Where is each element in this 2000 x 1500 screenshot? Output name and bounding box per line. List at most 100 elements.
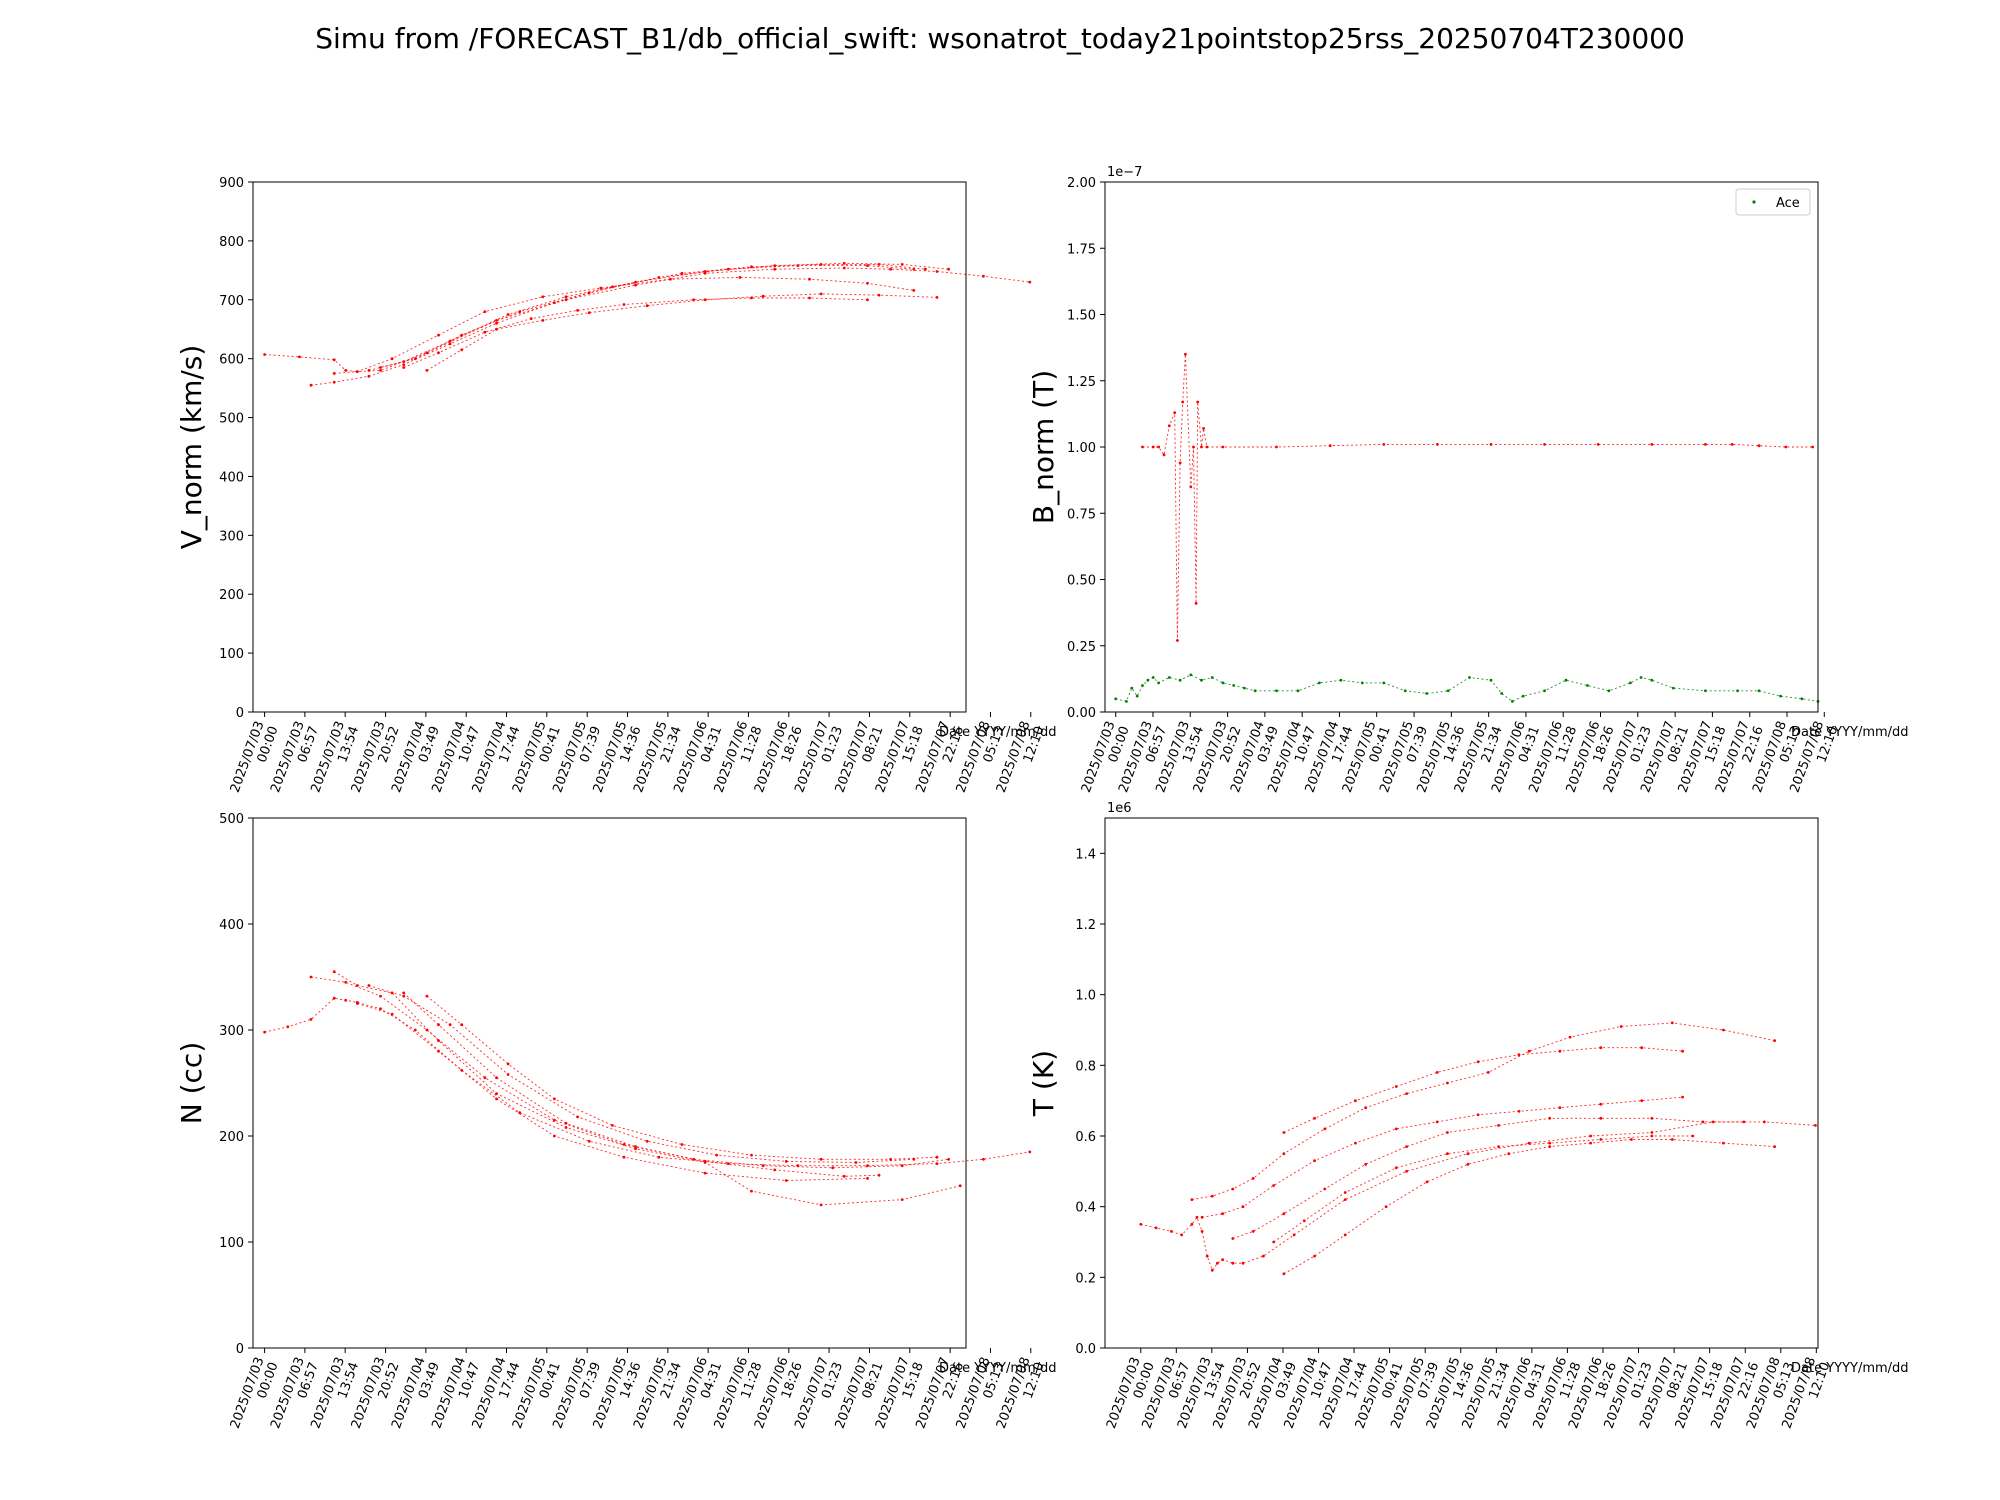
data-point <box>1704 443 1707 446</box>
data-point <box>1181 400 1185 404</box>
data-point <box>1130 686 1134 690</box>
data-point <box>587 1139 591 1143</box>
data-point <box>819 292 823 296</box>
data-point <box>1619 1025 1623 1028</box>
data-point <box>900 1164 904 1168</box>
data-point <box>1670 1021 1674 1025</box>
data-point <box>1548 1145 1552 1148</box>
data-point <box>402 994 406 998</box>
data-point <box>1221 445 1225 449</box>
data-point <box>889 267 892 271</box>
data-point <box>1313 1254 1316 1258</box>
data-point <box>1200 678 1203 682</box>
series-line <box>1273 1135 1693 1243</box>
data-point <box>1701 1120 1705 1124</box>
y-tick-label: 0.25 <box>1067 640 1096 655</box>
data-point <box>1548 1116 1552 1120</box>
data-point <box>1251 1230 1255 1233</box>
data-point <box>1405 1169 1408 1173</box>
data-point <box>553 1097 556 1101</box>
data-point <box>912 267 916 271</box>
chart-panel-bottom-right: 0.00.20.40.60.81.01.21.42025/07/0300:002… <box>1027 801 1909 1431</box>
data-point <box>1599 1138 1603 1141</box>
data-point <box>1313 1116 1316 1120</box>
data-point <box>564 1121 568 1125</box>
data-point <box>1221 1212 1224 1216</box>
data-point <box>935 1155 939 1159</box>
scale-offset-label: 1e−7 <box>1107 165 1142 180</box>
data-point <box>1564 678 1568 682</box>
data-point <box>657 1155 661 1159</box>
data-point <box>622 303 626 306</box>
data-point <box>1141 684 1144 687</box>
series-line <box>1115 674 1819 702</box>
data-point <box>1435 1120 1439 1124</box>
data-point <box>1196 400 1200 404</box>
figure-title: Simu from /FORECAST_B1/db_official_swift… <box>315 22 1685 55</box>
data-point <box>1241 1205 1245 1209</box>
data-point <box>1190 1198 1194 1201</box>
data-point <box>1489 678 1493 682</box>
data-point <box>1736 689 1739 693</box>
data-point <box>483 310 487 313</box>
y-tick-label: 1.75 <box>1067 242 1096 257</box>
data-point <box>518 310 522 313</box>
series-line <box>380 265 914 368</box>
data-point <box>1670 1138 1674 1141</box>
y-tick-label: 400 <box>219 918 244 933</box>
data-point <box>263 1030 266 1034</box>
data-point <box>1200 1230 1204 1233</box>
data-point <box>819 1157 823 1161</box>
y-tick-label: 500 <box>219 412 244 427</box>
data-point <box>1364 1106 1368 1110</box>
data-point <box>750 1189 753 1193</box>
data-point <box>703 270 707 273</box>
data-point <box>379 366 382 369</box>
data-point <box>437 333 440 337</box>
data-point <box>1151 445 1155 449</box>
data-point <box>1282 1152 1286 1156</box>
data-point <box>263 353 266 356</box>
data-point <box>437 1039 440 1042</box>
x-axis-label: Date YYYY/mm/dd <box>1791 1361 1909 1376</box>
data-point <box>1275 445 1278 449</box>
data-point <box>1282 1212 1286 1216</box>
data-point <box>1521 694 1525 698</box>
y-tick-label: 900 <box>219 176 244 191</box>
data-point <box>1507 1152 1511 1156</box>
data-point <box>634 1145 637 1148</box>
data-point <box>1762 1120 1766 1124</box>
series-line <box>1283 1047 1683 1133</box>
data-point <box>1135 694 1139 698</box>
data-point <box>495 1092 498 1095</box>
data-point <box>1405 1145 1408 1148</box>
legend: Ace <box>1735 188 1811 216</box>
data-point <box>819 1203 823 1207</box>
data-point <box>1497 1145 1500 1148</box>
data-point <box>529 317 533 320</box>
data-point <box>564 295 568 299</box>
data-point <box>1339 678 1343 682</box>
data-point <box>355 984 359 987</box>
series-line <box>403 297 868 368</box>
data-point <box>1599 1102 1603 1106</box>
data-point <box>1343 1191 1347 1194</box>
data-point <box>982 274 985 278</box>
data-point <box>448 342 452 346</box>
series-line <box>1142 354 1813 641</box>
data-point <box>1178 461 1182 465</box>
series-line <box>368 262 949 371</box>
data-point <box>692 298 695 302</box>
data-point <box>1200 445 1203 449</box>
data-point <box>773 1168 777 1172</box>
data-point <box>425 994 429 998</box>
series-line <box>1283 1139 1775 1275</box>
data-point <box>1476 1113 1480 1117</box>
data-point <box>332 372 336 375</box>
data-point <box>622 1155 626 1159</box>
data-point <box>1231 1261 1235 1265</box>
series-line <box>368 985 914 1163</box>
data-point <box>425 369 429 372</box>
series-line <box>264 267 1030 373</box>
